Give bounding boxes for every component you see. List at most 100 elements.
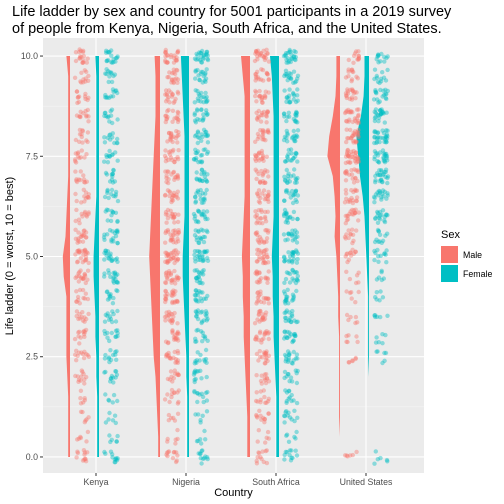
point (103, 209, 108, 214)
point (262, 352, 267, 357)
point (282, 255, 287, 260)
point (199, 60, 204, 65)
point (290, 136, 295, 141)
point (381, 158, 386, 163)
point (82, 247, 88, 252)
point (113, 194, 118, 199)
point (115, 331, 120, 336)
point (378, 108, 383, 113)
point (111, 275, 116, 280)
point (169, 293, 174, 298)
point (102, 110, 108, 116)
point (110, 174, 115, 179)
point (193, 228, 198, 233)
point (200, 394, 206, 400)
point (199, 448, 204, 454)
point (103, 369, 108, 375)
point (202, 72, 208, 77)
point (111, 280, 117, 285)
point (293, 368, 298, 373)
point (107, 410, 112, 416)
point (377, 239, 382, 244)
point (164, 155, 169, 161)
point (293, 280, 299, 286)
point (114, 439, 119, 444)
point (372, 118, 378, 124)
point (175, 358, 181, 363)
point (175, 174, 180, 179)
point (163, 192, 168, 198)
point (109, 373, 115, 379)
point (84, 179, 90, 184)
point (165, 53, 170, 58)
point (168, 252, 173, 257)
point (81, 329, 86, 334)
point (201, 334, 206, 339)
point (85, 195, 91, 200)
point (82, 377, 87, 382)
point (199, 461, 204, 466)
point (295, 356, 300, 361)
point (175, 236, 180, 242)
point (81, 58, 86, 63)
density-cloud-female-2 (270, 56, 279, 457)
point (283, 359, 288, 364)
point (73, 151, 79, 156)
point (354, 160, 359, 165)
point (107, 294, 113, 299)
point (176, 388, 181, 393)
point (286, 152, 291, 157)
point (77, 114, 83, 119)
point (171, 60, 177, 65)
point (103, 392, 108, 397)
point (284, 95, 289, 100)
point (165, 436, 170, 442)
point (262, 129, 267, 134)
point (266, 189, 271, 195)
point (83, 248, 88, 253)
point (258, 195, 263, 201)
point (285, 216, 290, 221)
point (199, 320, 204, 326)
point (284, 99, 289, 105)
point (285, 349, 291, 354)
point (265, 51, 270, 56)
point (195, 188, 200, 193)
point (171, 170, 176, 175)
point (352, 132, 357, 137)
point (175, 250, 181, 255)
point (76, 177, 82, 182)
point (205, 255, 210, 261)
point (170, 455, 176, 461)
point (346, 57, 351, 63)
point (257, 254, 262, 260)
point (293, 436, 298, 441)
point (195, 88, 200, 94)
point (261, 54, 267, 59)
point (165, 392, 170, 397)
point (86, 211, 91, 217)
point (163, 50, 168, 55)
point (82, 349, 87, 354)
point (286, 410, 291, 415)
point (293, 176, 298, 181)
point (384, 96, 389, 102)
point (202, 456, 207, 461)
point (163, 59, 168, 65)
point (263, 209, 268, 215)
point (290, 292, 296, 297)
point (115, 230, 120, 235)
point (290, 260, 295, 265)
point (108, 218, 114, 224)
point (106, 95, 112, 101)
point (257, 330, 263, 336)
point (289, 259, 295, 264)
point (170, 232, 176, 237)
point (163, 159, 169, 164)
point (373, 295, 378, 300)
point (196, 189, 201, 195)
point (342, 110, 348, 116)
point (354, 90, 359, 95)
point (289, 417, 294, 422)
point (346, 333, 351, 338)
